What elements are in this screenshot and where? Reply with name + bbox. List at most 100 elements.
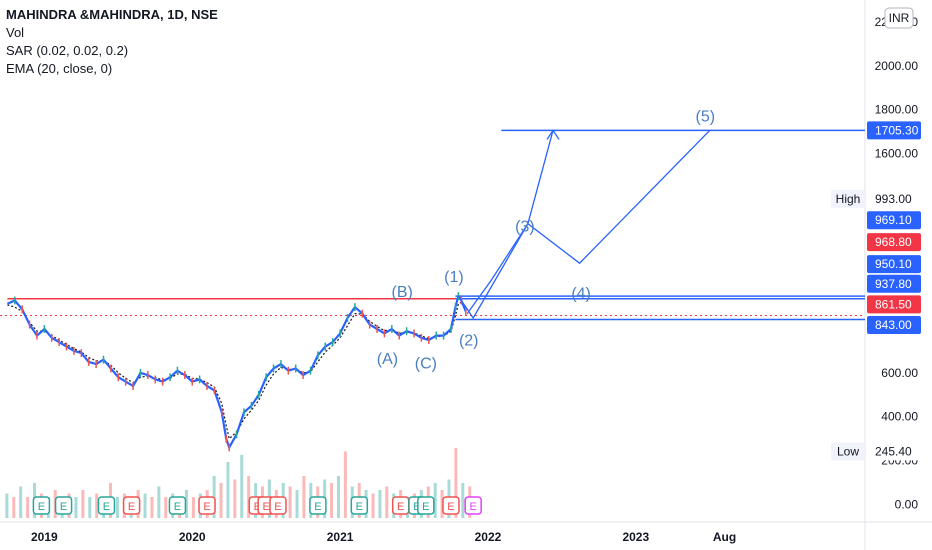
earnings-marker: E xyxy=(464,496,482,515)
earnings-label: E xyxy=(203,501,210,513)
volume-bar xyxy=(191,497,195,518)
y-tick-label: 1800.00 xyxy=(875,103,919,117)
volume-bar xyxy=(26,497,30,518)
currency-badge: INR xyxy=(884,7,914,29)
earnings-badge xyxy=(417,496,435,515)
x-tick-label: 2019 xyxy=(31,530,58,544)
price-label-bg xyxy=(867,211,921,230)
price-tag-text: High xyxy=(836,192,861,206)
volume-bar xyxy=(19,486,23,518)
wave-label: (3) xyxy=(515,218,535,235)
y-tick-label: 1600.00 xyxy=(875,147,919,161)
volume-bar xyxy=(330,483,334,518)
earnings-marker: E xyxy=(442,496,460,515)
earnings-marker: E xyxy=(32,496,51,515)
price-label-text: 861.50 xyxy=(875,297,912,311)
earnings-badge xyxy=(309,496,327,515)
price-label-bg xyxy=(867,255,921,274)
earnings-label: E xyxy=(60,501,67,513)
price-label: 937.80 xyxy=(867,274,921,293)
volume-bar xyxy=(12,497,16,518)
price-label: 968.80 xyxy=(867,233,921,252)
volume-bar xyxy=(454,448,458,518)
price-tag-bg xyxy=(831,189,865,208)
symbol-title[interactable]: MAHINDRA &MAHINDRA, 1D, NSE xyxy=(6,7,218,22)
volume-bar xyxy=(219,483,223,518)
wave-label: (C) xyxy=(415,355,437,372)
price-label: 1705.30 xyxy=(867,121,921,140)
price-label: 950.10 xyxy=(867,255,921,274)
volume-bar xyxy=(115,497,119,518)
indicator-ema[interactable]: EMA (20, close, 0) xyxy=(6,61,113,76)
earnings-badge xyxy=(54,496,73,515)
price-tag-text: Low xyxy=(837,444,859,458)
price-label: 993.00 High xyxy=(831,189,921,208)
earnings-label: E xyxy=(103,501,110,513)
earnings-label: E xyxy=(447,501,454,513)
volume-bar xyxy=(81,490,85,518)
volume-bar xyxy=(302,476,306,518)
volume-bar xyxy=(157,486,161,518)
earnings-badge xyxy=(32,496,51,515)
volume-bar xyxy=(5,493,9,518)
x-tick-label: 2022 xyxy=(475,530,502,544)
wave-label: (A) xyxy=(377,351,398,368)
earnings-marker: E xyxy=(198,496,216,515)
price-label-text: 937.80 xyxy=(875,277,912,291)
currency-badge-bg xyxy=(884,7,914,29)
wave-projection-branch xyxy=(466,130,554,314)
price-label-text: 1705.30 xyxy=(875,123,919,137)
volume-bar xyxy=(378,490,382,518)
y-tick-label: 2000.00 xyxy=(875,59,919,73)
earnings-badge xyxy=(168,496,187,515)
price-label-text: 843.00 xyxy=(875,318,912,332)
x-tick-label: 2020 xyxy=(179,530,206,544)
earnings-badge xyxy=(198,496,216,515)
earnings-label: E xyxy=(422,501,429,513)
price-label-bg xyxy=(867,189,921,208)
volume-bar xyxy=(247,476,251,518)
volume-bar xyxy=(371,493,375,518)
price-label-text: 968.80 xyxy=(875,235,912,249)
volume-bar xyxy=(336,476,340,518)
earnings-label: E xyxy=(174,501,181,513)
price-label-bg xyxy=(867,316,921,335)
earnings-label: E xyxy=(413,501,420,513)
earnings-marker: E xyxy=(269,496,287,515)
earnings-marker: E xyxy=(417,496,435,515)
price-label-text: 969.10 xyxy=(875,213,912,227)
earnings-badge xyxy=(122,496,141,515)
earnings-marker: E xyxy=(97,496,116,515)
earnings-badge xyxy=(464,496,482,515)
price-label: 843.00 xyxy=(867,316,921,335)
wave-label: (5) xyxy=(696,108,716,125)
volume-bar xyxy=(385,486,389,518)
earnings-label: E xyxy=(262,501,269,513)
chart-legend: MAHINDRA &MAHINDRA, 1D, NSE Vol SAR (0.0… xyxy=(6,6,218,78)
earnings-label: E xyxy=(254,501,261,513)
y-tick-label: 600.00 xyxy=(881,366,918,380)
volume-bar xyxy=(150,497,154,518)
earnings-marker: E xyxy=(350,496,369,515)
indicator-volume[interactable]: Vol xyxy=(6,25,25,40)
volume-bar xyxy=(288,486,292,518)
x-tick-label: Aug xyxy=(713,530,736,544)
price-label-bg xyxy=(867,233,921,252)
price-tag-bg xyxy=(831,442,865,461)
volume-bar xyxy=(226,462,230,518)
earnings-marker: E xyxy=(168,496,187,515)
volume-bar xyxy=(343,451,347,518)
earnings-label: E xyxy=(314,501,321,513)
volume-bar xyxy=(433,483,437,518)
x-tick-label: 2021 xyxy=(327,530,354,544)
price-label-bg xyxy=(867,121,921,140)
price-label: 245.40 Low xyxy=(831,442,921,461)
indicator-sar[interactable]: SAR (0.02, 0.02, 0.2) xyxy=(6,43,129,58)
price-label-bg xyxy=(867,274,921,293)
volume-bar xyxy=(95,493,99,518)
earnings-badge xyxy=(442,496,460,515)
y-tick-label: 0.00 xyxy=(895,497,919,511)
series-price xyxy=(6,293,467,451)
price-label-bg xyxy=(867,295,921,314)
